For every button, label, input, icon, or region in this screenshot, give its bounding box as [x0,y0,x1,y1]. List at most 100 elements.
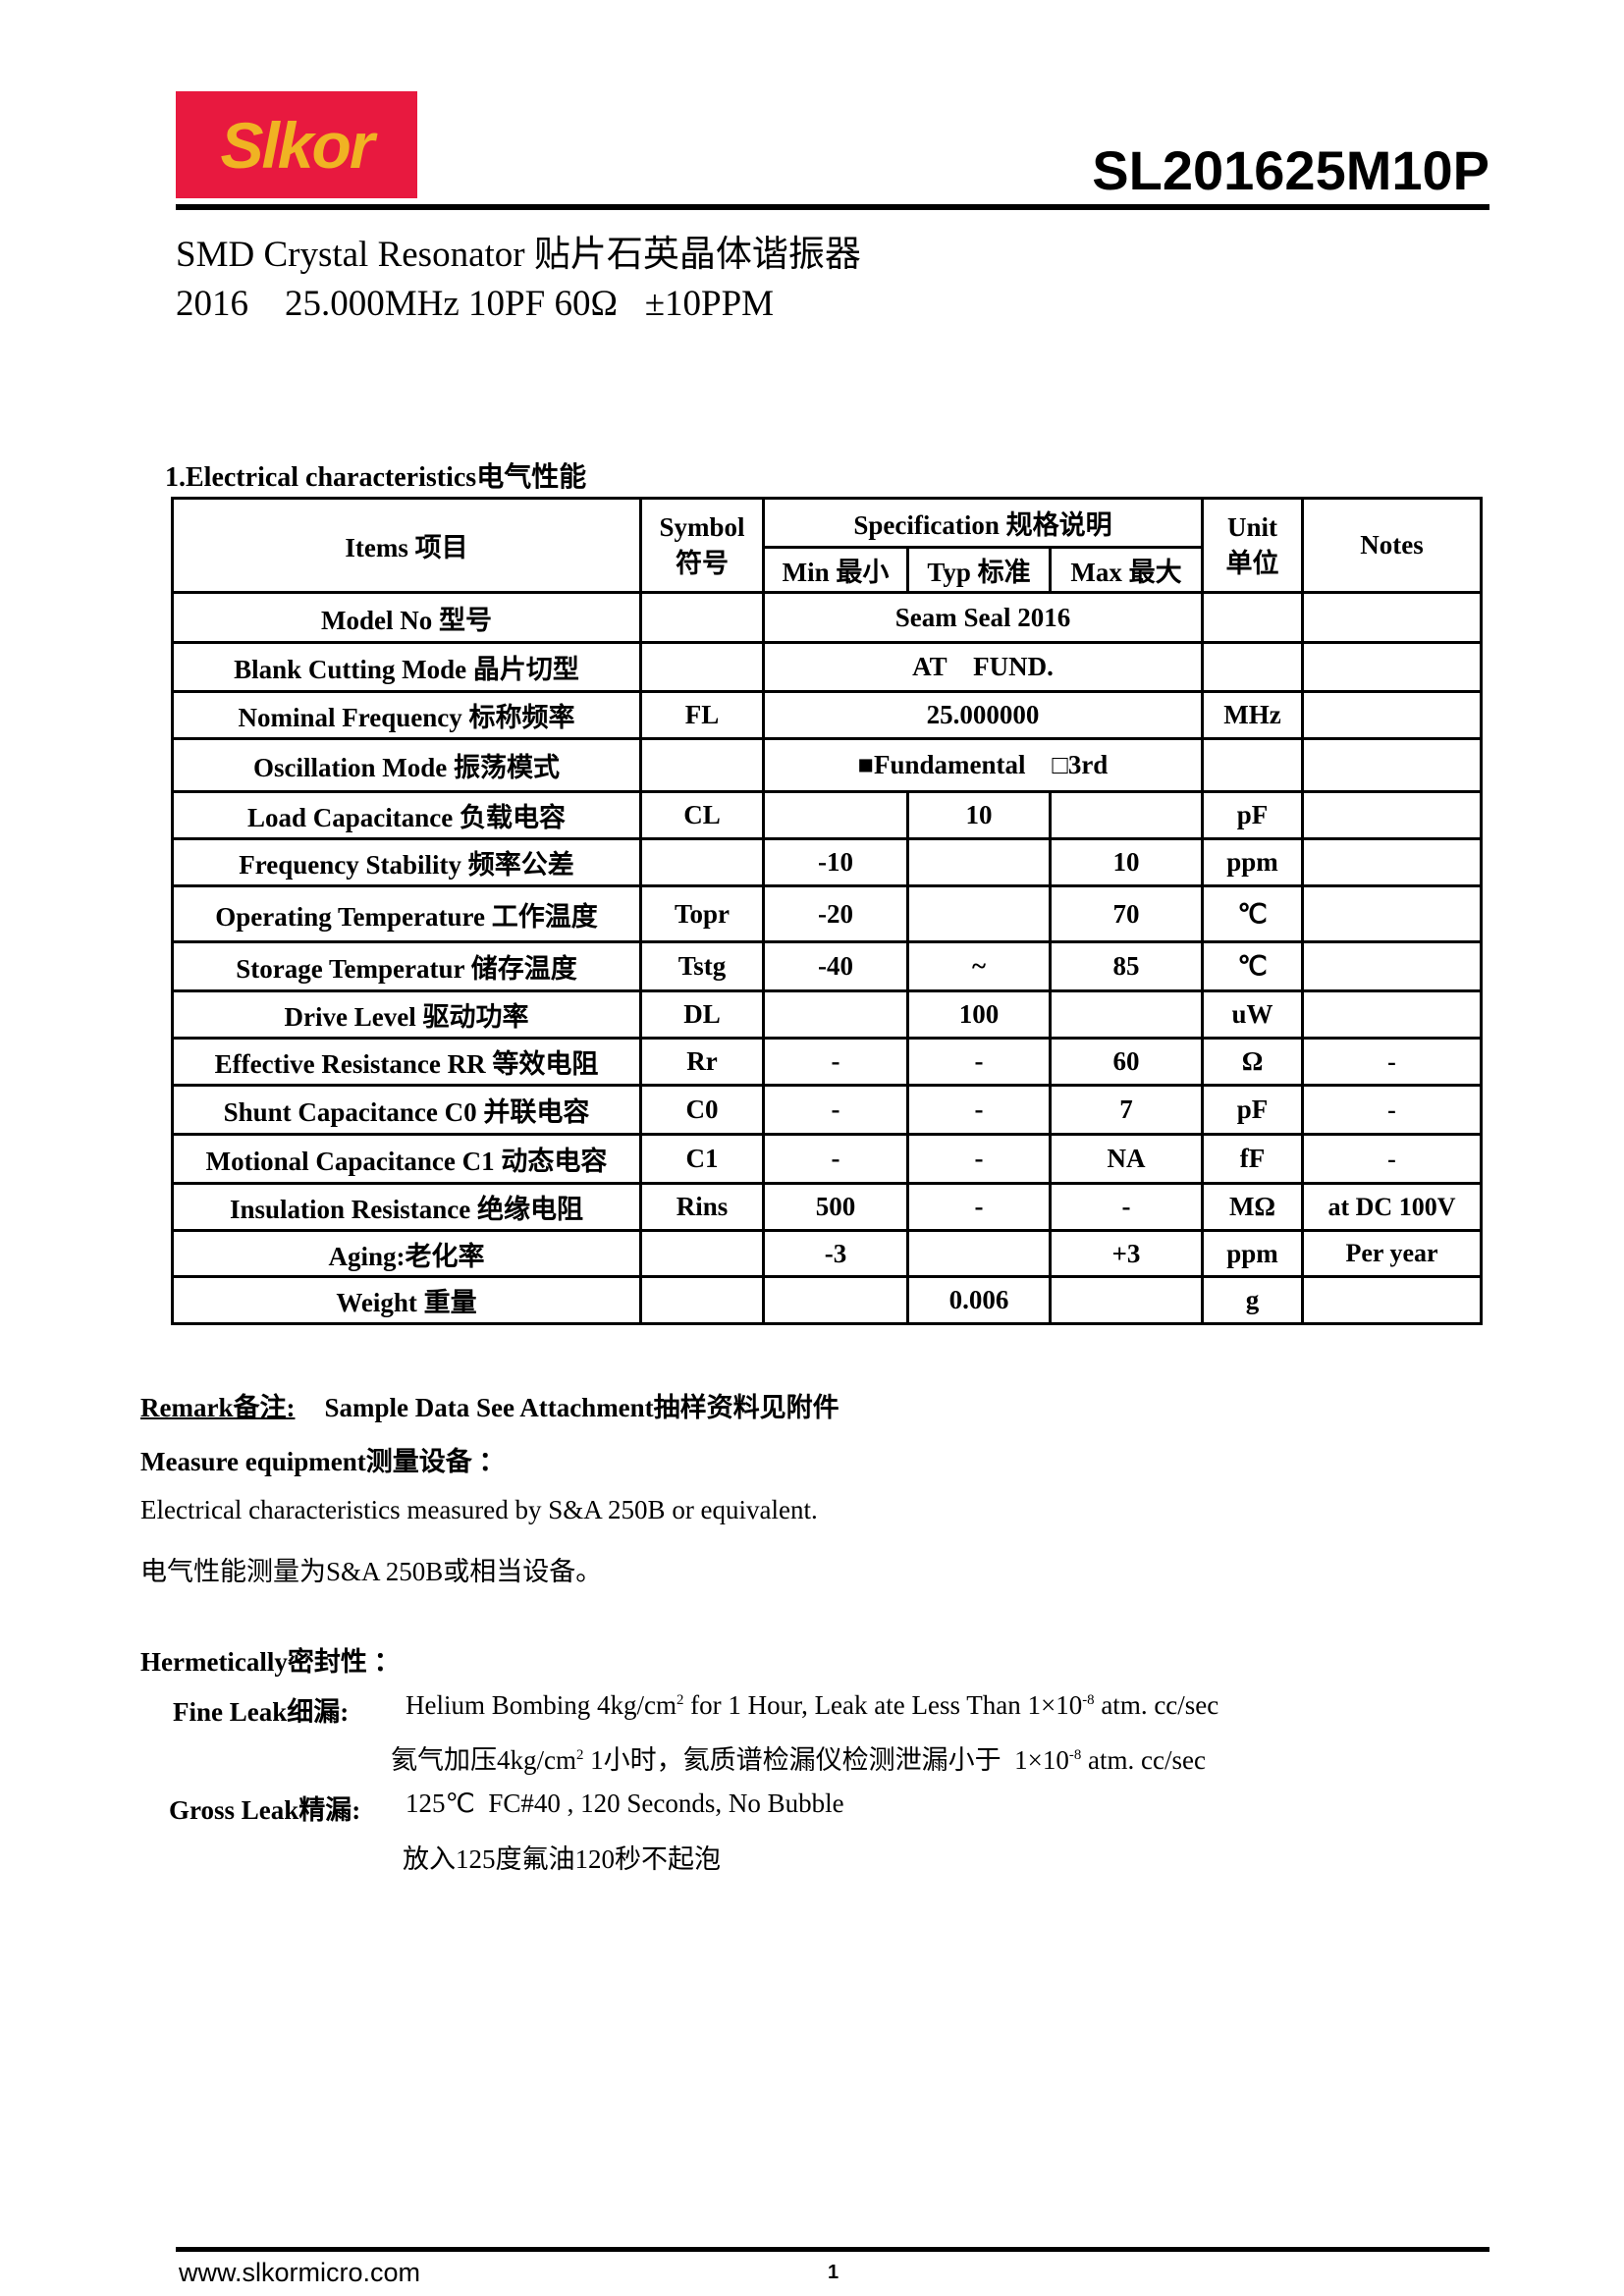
table-row: Operating Temperature 工作温度 Topr -20 70 ℃ [171,884,1483,943]
sup-2: 2 [576,1747,584,1763]
cell-max [1049,1275,1204,1325]
header-notes: Notes [1301,497,1483,594]
cell-symbol: Topr [639,884,765,943]
cell-min: 500 [762,1182,909,1232]
cell-max: 10 [1049,837,1204,887]
header-symbol-en: Symbol [659,512,745,543]
table-row: Blank Cutting Mode 晶片切型 AT FUND. [171,641,1483,693]
cell-item: Oscillation Mode 振荡模式 [171,737,642,793]
header-specification: Specification 规格说明 [762,497,1204,549]
cell-notes [1301,737,1483,793]
cell-notes [1301,1275,1483,1325]
header-min: Min 最小 [762,546,909,594]
hermetic-label: Hermetically密封性 ： [140,1647,401,1677]
cell-min: - [762,1133,909,1185]
cell-unit [1201,591,1304,644]
remark-line: Remark备注: Sample Data See Attachment抽样资料见… [140,1386,839,1424]
cell-typ: - [906,1084,1052,1136]
table-row: Frequency Stability 频率公差 -10 10 ppm [171,837,1483,887]
cell-symbol: C1 [639,1133,765,1185]
fine-cn-c: atm. cc/sec [1081,1745,1206,1775]
cell-notes [1301,690,1483,740]
cell-item: Load Capacitance 负载电容 [171,790,642,840]
cell-min: -3 [762,1229,909,1278]
fine-en-b: for 1 Hour, Leak ate Less Than 1×10 [683,1690,1083,1720]
cell-unit: ppm [1201,1229,1304,1278]
cell-unit: fF [1201,1133,1304,1185]
footer-website[interactable]: www.slkormicro.com [179,2258,421,2287]
cell-typ [906,837,1052,887]
cell-symbol: CL [639,790,765,840]
cell-item: Model No 型号 [171,591,642,644]
cell-item: Insulation Resistance 绝缘电阻 [171,1182,642,1232]
header-symbol: Symbol 符号 [639,497,765,594]
cell-notes [1301,837,1483,887]
sup-2: 2 [677,1692,684,1708]
cell-min [762,989,909,1040]
cell-symbol: Tstg [639,940,765,992]
page-number: 1 [828,2262,839,2283]
cell-symbol [639,1229,765,1278]
fine-leak-en: Helium Bombing 4kg/cm2 for 1 Hour, Leak … [406,1690,1218,1721]
cell-notes [1301,989,1483,1040]
cell-item: Weight 重量 [171,1275,642,1325]
cell-typ: 100 [906,989,1052,1040]
table-row: Insulation Resistance 绝缘电阻 Rins 500- - MΩ at … [171,1182,1483,1232]
cell-max [1049,989,1204,1040]
remark-label: Remark备注: [140,1393,296,1422]
cell-item: Effective Resistance RR 等效电阻 [171,1037,642,1087]
measure-label: Measure equipment测量设备 ： [140,1447,506,1476]
cell-item: Operating Temperature 工作温度 [171,884,642,943]
slkor-logo: Slkor [176,91,417,198]
table-row: Shunt Capacitance C0 并联电容 C0- -7 pF - [171,1084,1483,1136]
model-number: SL201625M10P [1092,139,1489,201]
table-row: Motional Capacitance C1 动态电容 C1- - NA fF - [171,1133,1483,1185]
header-typ: Typ 标准 [906,546,1052,594]
cell-min: -40 [762,940,909,992]
sup-exp: -8 [1082,1692,1095,1708]
cell-specification: AT FUND. [762,641,1204,693]
sup-exp: -8 [1068,1747,1082,1763]
fine-en-a: Helium Bombing 4kg/cm [406,1690,677,1720]
measure-line-cn: 电气性能测量为S&A 250B或相当设备。 [140,1557,603,1586]
cell-min: - [762,1037,909,1087]
cell-max: +3 [1049,1229,1204,1278]
header-unit-cn: 单位 [1225,548,1279,578]
cell-max: 85 [1049,940,1204,992]
cell-symbol: FL [639,690,765,740]
cell-item: Nominal Frequency 标称频率 [171,690,642,740]
header-max: Max 最大 [1049,546,1204,594]
cell-min [762,790,909,840]
table-row: Effective Resistance RR 等效电阻 Rr - -60 Ω - [171,1037,1483,1087]
cell-item: Aging:老化率 [171,1229,642,1278]
cell-max: - [1049,1182,1204,1232]
measure-line-en: Electrical characteristics measured by S… [140,1495,818,1524]
cell-notes [1301,940,1483,992]
cell-min: -20 [762,884,909,943]
cell-notes [1301,591,1483,644]
cell-item: Blank Cutting Mode 晶片切型 [171,641,642,693]
cell-typ [906,884,1052,943]
cell-symbol: DL [639,989,765,1040]
cell-typ: 10 [906,790,1052,840]
cell-unit: g [1201,1275,1304,1325]
cell-unit [1201,737,1304,793]
footer-rule [176,2247,1489,2252]
cell-symbol: C0 [639,1084,765,1136]
cell-symbol: Rr [639,1037,765,1087]
cell-notes [1301,641,1483,693]
header-symbol-cn: 符号 [676,548,729,578]
remark-text: Sample Data See Attachment抽样资料见附件 [324,1393,839,1422]
cell-typ: - [906,1037,1052,1087]
cell-specification: Seam Seal 2016 [762,591,1204,644]
fine-cn-b: 1小时，氦质谱检漏仪检测泄漏小于 1×10 [583,1745,1069,1775]
product-subtitle: SMD Crystal Resonator 贴片石英晶体谐振器 [176,235,861,275]
cell-max: 70 [1049,884,1204,943]
cell-symbol [639,737,765,793]
cell-unit: ℃ [1201,940,1304,992]
table-row: Model No 型号 Seam Seal 2016 [171,591,1483,644]
cell-unit: MHz [1201,690,1304,740]
fine-leak-label: Fine Leak细漏: [173,1697,350,1727]
cell-typ: ~ [906,940,1052,992]
cell-unit: MΩ [1201,1182,1304,1232]
